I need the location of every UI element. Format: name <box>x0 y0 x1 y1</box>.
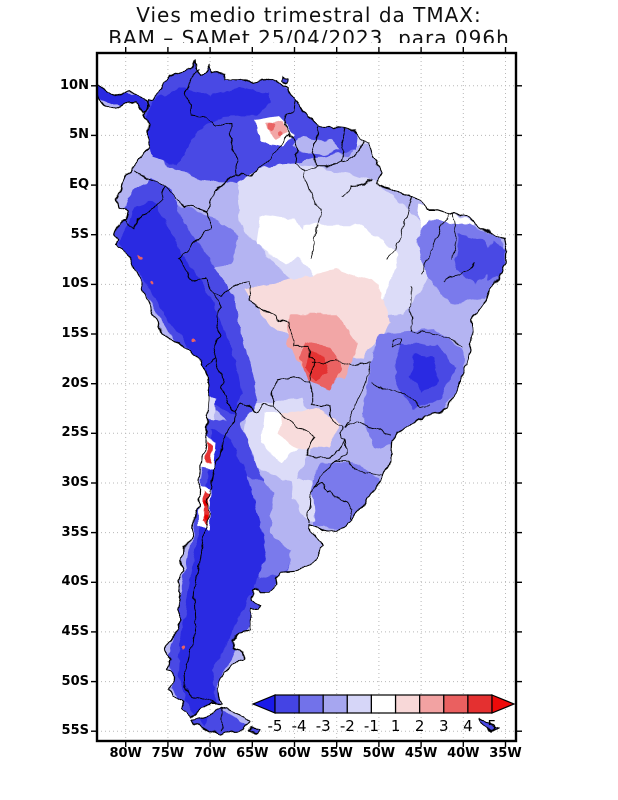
lon-tick-label: 50W <box>362 746 396 761</box>
colorbar-segment <box>346 694 373 714</box>
bias-spot <box>267 124 274 131</box>
colorbar-under-arrow <box>251 694 276 714</box>
bias-region <box>277 408 341 449</box>
colorbar-tick-label: -4 <box>292 717 307 735</box>
bias-region <box>178 428 267 727</box>
colorbar-tick-label: -2 <box>340 717 355 735</box>
coastlines <box>97 61 507 735</box>
lat-tick-label: 20S <box>61 375 89 391</box>
bias-region <box>481 239 506 280</box>
map-canvas <box>87 43 526 751</box>
lon-tick-label: 80W <box>109 746 142 761</box>
colorbar-segment <box>322 694 348 714</box>
colorbar-tick-label: 4 <box>463 717 473 735</box>
colorbar-tick-label: 5 <box>487 717 497 735</box>
bias-spot <box>278 130 284 136</box>
bias-region <box>292 137 341 156</box>
lon-tick-label: 70W <box>193 746 227 761</box>
colorbar-tick-label: 3 <box>439 717 449 735</box>
bias-region <box>243 269 392 359</box>
bias-spot <box>149 280 154 285</box>
colorbar-tick-label: 1 <box>391 717 401 735</box>
bias-spot <box>181 645 186 650</box>
lat-tick-label: 25S <box>61 425 89 441</box>
lon-tick-label: 60W <box>278 746 311 761</box>
lat-tick-label: 5N <box>69 127 89 143</box>
bias-region <box>306 463 381 531</box>
colorbar-segment <box>370 694 397 714</box>
state-borders <box>303 172 476 476</box>
lat-tick-label: 50S <box>61 673 89 689</box>
lat-tick-label: 30S <box>61 474 89 490</box>
bias-region <box>140 87 271 166</box>
bias-spot <box>192 338 197 342</box>
lon-tick-label: 65W <box>236 746 269 761</box>
colorbar-tick-label: 2 <box>415 717 425 735</box>
colorbar-segment <box>298 694 324 714</box>
colorbar-tick-label: -3 <box>316 717 331 735</box>
lat-tick-label: 55S <box>61 723 89 739</box>
lat-tick-label: 5S <box>70 226 89 242</box>
lat-tick-label: EQ <box>69 177 89 193</box>
bias-region <box>269 492 307 553</box>
lat-tick-label: 10S <box>61 276 89 292</box>
lat-tick-label: 10N <box>60 77 89 93</box>
lon-tick-label: 35W <box>489 746 522 761</box>
lat-tick-label: 45S <box>61 623 89 639</box>
lon-tick-label: 40W <box>447 746 480 761</box>
bias-spot <box>203 516 209 522</box>
lon-tick-label: 75W <box>151 746 185 761</box>
bias-region <box>256 214 312 265</box>
landmass <box>97 61 507 735</box>
bias-region <box>205 441 213 466</box>
colorbar-segment <box>443 694 469 714</box>
colorbar-segment <box>274 694 300 714</box>
lon-tick-label: 55W <box>320 746 353 761</box>
colorbar-segment <box>419 694 445 714</box>
lon-tick-label: 45W <box>404 746 438 761</box>
chart-title-line1: Vies medio trimestral da TMAX: <box>136 3 482 27</box>
map-frame <box>95 51 518 743</box>
bias-region <box>410 353 440 392</box>
axis-ticks <box>91 47 522 747</box>
colorbar: -5 -4 -3 -2 -1 1 2 3 4 5 <box>251 694 516 735</box>
land-base <box>479 720 498 732</box>
colorbar-segment <box>467 694 493 714</box>
colorbar-tick-label: -1 <box>364 717 379 735</box>
bias-spot <box>138 254 142 259</box>
bias-field <box>97 61 506 735</box>
colorbar-over-arrow <box>491 694 516 714</box>
lat-tick-label: 40S <box>61 574 89 590</box>
lat-tick-label: 15S <box>61 326 89 342</box>
colorbar-segment <box>395 694 421 714</box>
colorbar-tick-label: -5 <box>268 717 283 735</box>
lat-tick-label: 35S <box>61 524 89 540</box>
